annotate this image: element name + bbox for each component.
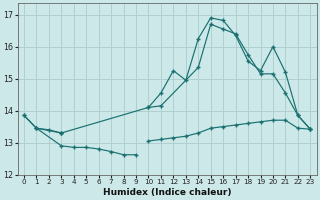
X-axis label: Humidex (Indice chaleur): Humidex (Indice chaleur) — [103, 188, 231, 197]
